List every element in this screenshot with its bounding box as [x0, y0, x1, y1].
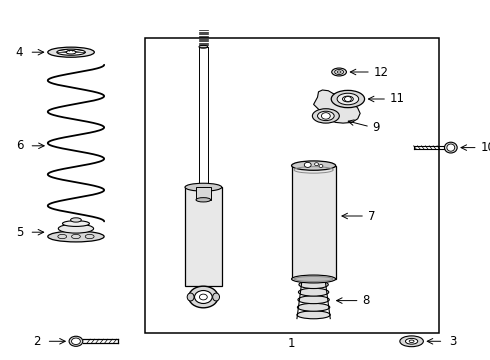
Ellipse shape	[199, 45, 208, 48]
Text: 2: 2	[33, 335, 41, 348]
Text: 8: 8	[362, 294, 369, 307]
Text: 1: 1	[288, 337, 295, 350]
Circle shape	[199, 294, 207, 300]
Ellipse shape	[447, 144, 455, 151]
Ellipse shape	[187, 293, 194, 301]
Ellipse shape	[409, 340, 414, 343]
Ellipse shape	[57, 49, 85, 55]
Bar	[292, 166, 336, 279]
Ellipse shape	[292, 275, 336, 283]
Text: 11: 11	[390, 93, 405, 105]
Ellipse shape	[48, 231, 104, 242]
Circle shape	[195, 291, 212, 303]
Ellipse shape	[298, 296, 329, 303]
Text: 3: 3	[449, 335, 457, 348]
Ellipse shape	[405, 338, 417, 344]
Ellipse shape	[337, 71, 341, 73]
Text: 12: 12	[373, 66, 389, 78]
Ellipse shape	[318, 111, 334, 121]
Ellipse shape	[297, 311, 330, 319]
Bar	[145, 38, 439, 333]
Ellipse shape	[400, 336, 423, 347]
Ellipse shape	[48, 47, 94, 57]
Polygon shape	[314, 90, 360, 123]
Circle shape	[304, 162, 311, 167]
Text: 9: 9	[372, 121, 380, 134]
Ellipse shape	[337, 93, 359, 105]
Text: 7: 7	[368, 210, 375, 222]
Ellipse shape	[185, 183, 221, 191]
Circle shape	[315, 163, 318, 166]
Circle shape	[321, 113, 330, 119]
Ellipse shape	[335, 69, 343, 75]
Circle shape	[344, 96, 351, 102]
Ellipse shape	[444, 142, 457, 153]
Ellipse shape	[313, 109, 340, 123]
Ellipse shape	[72, 338, 80, 345]
Text: 5: 5	[16, 226, 23, 239]
Ellipse shape	[71, 218, 81, 222]
Bar	[196, 187, 211, 200]
Circle shape	[319, 165, 323, 167]
Circle shape	[189, 286, 218, 308]
Ellipse shape	[343, 96, 353, 102]
Ellipse shape	[69, 336, 83, 346]
Ellipse shape	[332, 68, 346, 76]
Ellipse shape	[299, 281, 328, 289]
Ellipse shape	[298, 288, 329, 296]
Ellipse shape	[213, 293, 220, 301]
Ellipse shape	[331, 90, 365, 108]
Text: 10: 10	[480, 141, 490, 154]
Text: 4: 4	[16, 46, 23, 59]
Ellipse shape	[196, 198, 211, 202]
Ellipse shape	[58, 224, 94, 233]
Bar	[199, 47, 208, 189]
Ellipse shape	[66, 50, 76, 54]
Ellipse shape	[297, 303, 330, 311]
Text: 6: 6	[16, 139, 24, 152]
Ellipse shape	[292, 161, 336, 170]
Bar	[185, 187, 221, 286]
Ellipse shape	[62, 221, 89, 226]
